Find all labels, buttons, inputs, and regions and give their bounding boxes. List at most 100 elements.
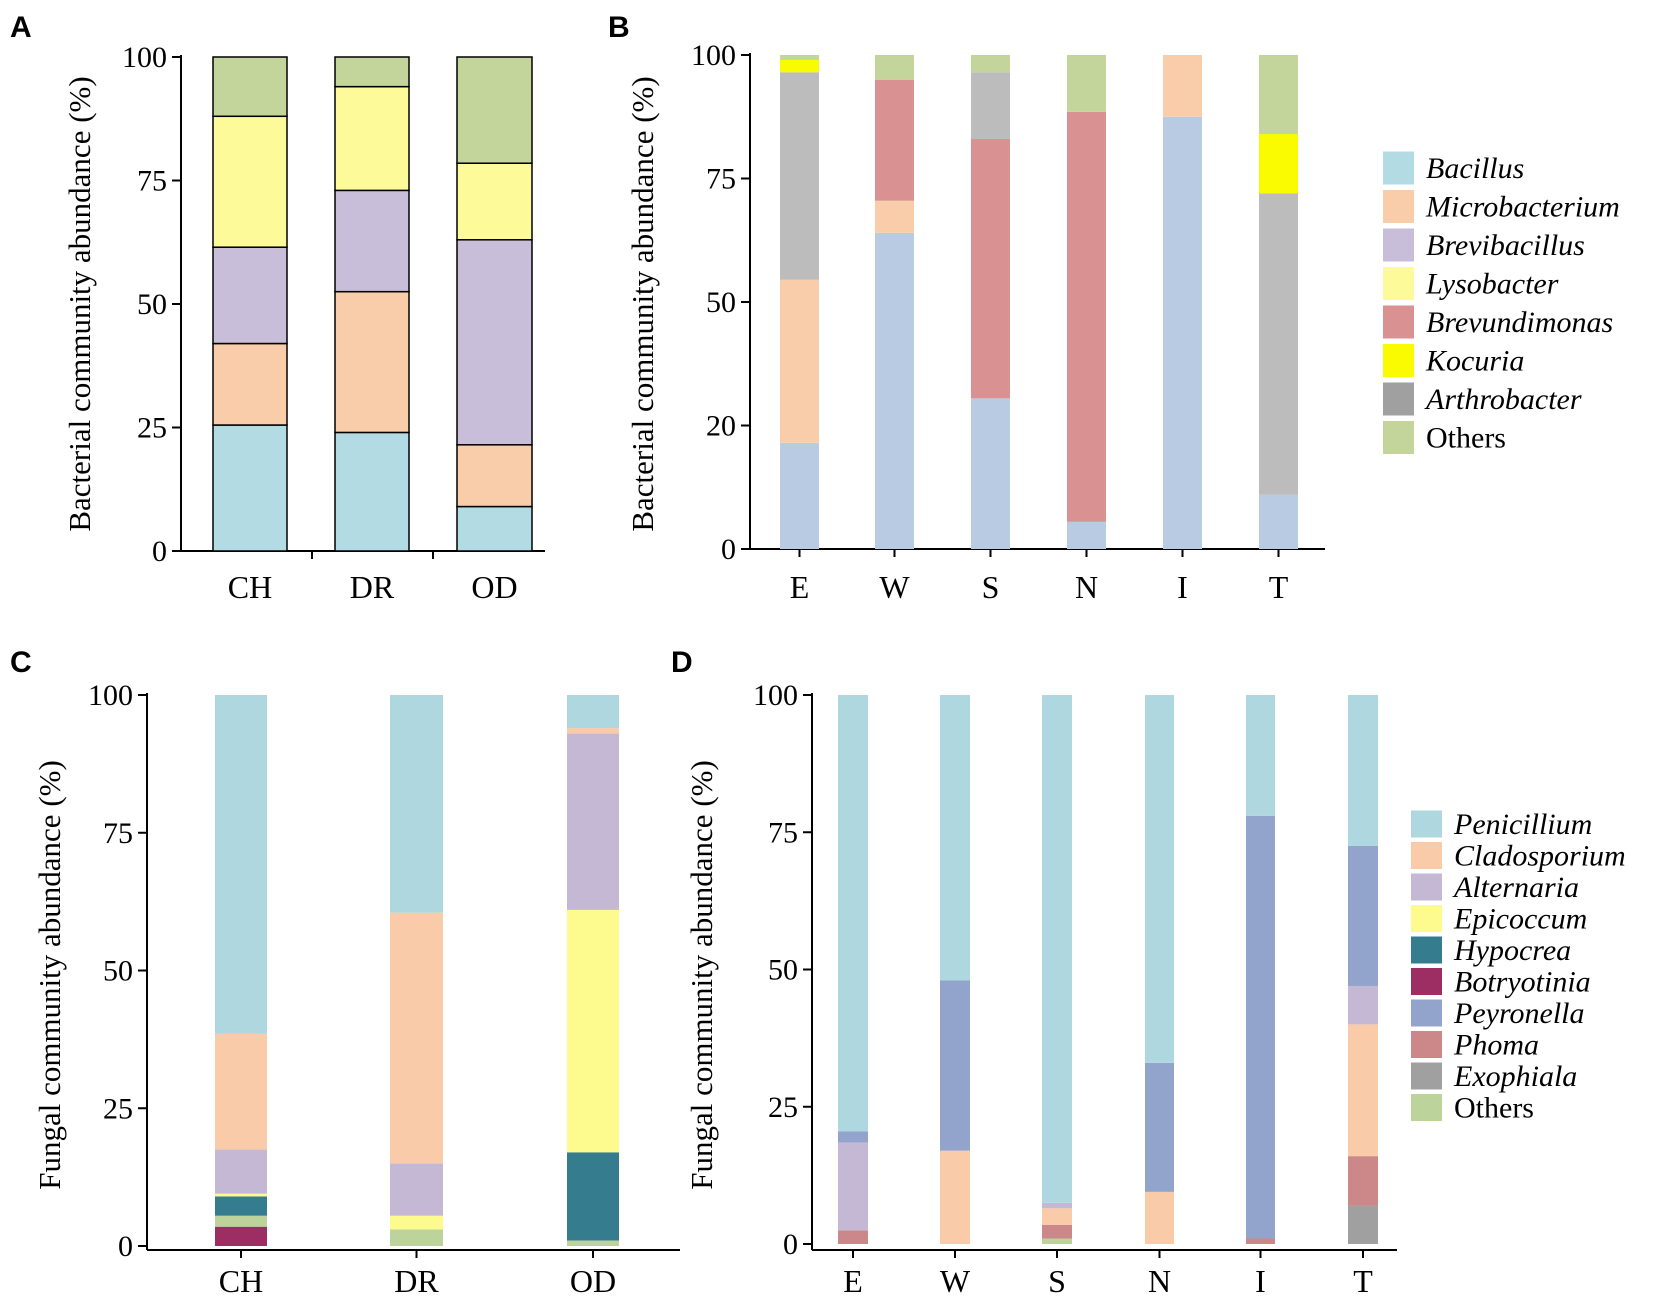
panel-c-chart: 0 25 50 75 100 Fungal community abundance (%)…	[32, 679, 680, 1299]
panel-b-chart: 0 20 50 75 100 Bacterial community abundance …	[625, 39, 1325, 605]
panel-b-x-label-i: I	[1177, 569, 1188, 605]
panel-c-y-tick-label: 25	[103, 1092, 133, 1125]
panel-a-y-tick-label: 50	[137, 288, 167, 321]
legend-B-swatch-microbacterium	[1383, 190, 1414, 223]
panel-d-x-label-n: N	[1148, 1263, 1171, 1299]
panel-b-bar-e-arthrobacter	[780, 72, 819, 280]
panel-d-bar-w-peyronella	[940, 980, 970, 1151]
panel-b-y-tick-label: 100	[691, 39, 736, 72]
panel-d-bar-s-cladosporium	[1042, 1208, 1072, 1225]
panel-a-bar-dr-brevibacillus	[334, 189, 410, 293]
panel-c-bar-dr-epicoccum	[390, 1215, 443, 1230]
panel-b-bar-w-microbacterium	[875, 200, 914, 233]
panel-letter-c: C	[10, 646, 32, 679]
panel-b-x-label-t: T	[1269, 569, 1289, 605]
panel-b-bar-s-arthrobacter	[971, 72, 1010, 139]
panel-b-y-tick-label: 0	[721, 533, 736, 566]
panel-a-bar-ch-others	[212, 56, 288, 118]
legend-D-label-cladosporium: Cladosporium	[1454, 840, 1626, 873]
panel-a-bar-dr-lysobacter	[334, 85, 410, 192]
panel-d-bar-n-peyronella	[1145, 1062, 1174, 1192]
panel-b-bar-i-bacillus	[1163, 116, 1202, 549]
legend-B-label-microbacterium: Microbacterium	[1425, 191, 1620, 224]
panel-d-y-tick-label: 25	[768, 1091, 798, 1124]
panel-b-bar-n-others	[1067, 55, 1106, 112]
panel-a-x-label-od: OD	[471, 569, 517, 605]
panel-a-bar-od-lysobacter	[456, 162, 533, 241]
panel-a-bar-od-microbacterium	[456, 444, 533, 508]
panel-d-bar-w-penicillium	[940, 695, 970, 981]
panel-d-bar-t-phoma	[1348, 1156, 1378, 1206]
legend-D-label-penicillium: Penicillium	[1453, 808, 1592, 841]
legend-D-swatch-phoma	[1411, 1031, 1442, 1058]
legend-B-label-others: Others	[1426, 422, 1506, 455]
panel-c-bar-ch-epicoccum	[215, 1193, 267, 1197]
panel-b-bar-n-bacillus	[1067, 521, 1106, 549]
legend-D-swatch-peyronella	[1411, 999, 1442, 1027]
panel-b-bar-t-arthrobacter	[1259, 193, 1298, 495]
panel-a-bar-dr-others	[334, 56, 410, 88]
panel-c-bar-ch-hypocrea	[215, 1196, 267, 1216]
panel-b-bar-i-microbacterium	[1163, 55, 1202, 117]
panel-d-y-axis-title: Fungal community abundance (%)	[684, 760, 719, 1190]
panel-d-bar-e-penicillium	[838, 695, 868, 1132]
panel-b-y-tick-label: 50	[706, 286, 736, 319]
panel-d-x-label-w: W	[940, 1263, 971, 1299]
panel-b-bar-s-others	[971, 55, 1010, 73]
panel-d-bar-t-exophiala	[1348, 1205, 1378, 1244]
legend-B-label-brevibacillus: Brevibacillus	[1426, 229, 1585, 262]
panel-d-bar-e-peyronella	[838, 1131, 868, 1143]
panel-c-x-label-dr: DR	[394, 1263, 439, 1299]
panel-a-chart: 0 25 50 75 100 Bacterial community abundance …	[62, 41, 545, 605]
legend-B-label-brevundimonas: Brevundimonas	[1426, 306, 1613, 339]
panel-b-y-tick-label: 75	[706, 163, 736, 196]
legend-D-swatch-hypocrea	[1411, 936, 1442, 964]
panel-c-x-label-ch: CH	[219, 1263, 263, 1299]
legend-B-swatch-brevundimonas	[1383, 305, 1414, 339]
panel-c-bar-od-alternaria	[567, 733, 619, 910]
panel-b-bar-t-kocuria	[1259, 134, 1298, 194]
panel-c-bar-od-others	[567, 1240, 619, 1246]
panel-b-bar-e-bacillus	[780, 442, 819, 549]
panel-a-bar-ch-lysobacter	[212, 115, 288, 248]
panel-d-x-label-e: E	[843, 1263, 863, 1299]
panel-a-bar-od-others	[456, 56, 533, 164]
panel-a-x-label-dr: DR	[350, 569, 395, 605]
panel-letter-b: B	[608, 11, 630, 44]
panel-b-y-axis-title: Bacterial community abundance (%)	[625, 76, 660, 531]
panel-d-bar-t-peyronella	[1348, 845, 1378, 986]
panel-c-bar-ch-penicillium	[215, 695, 267, 1034]
legend-B-swatch-brevibacillus	[1383, 228, 1414, 262]
panel-b-bar-e-kocuria	[780, 59, 819, 73]
panel-d-bar-t-cladosporium	[1348, 1024, 1378, 1157]
legend-D-label-botryotinia: Botryotinia	[1454, 966, 1591, 999]
panel-b-bar-w-brevundimonas	[875, 79, 914, 201]
panel-b-bar-s-brevundimonas	[971, 138, 1010, 399]
panel-b-bar-e-microbacterium	[780, 279, 819, 443]
panel-d-bar-i-phoma	[1246, 1238, 1275, 1244]
panel-d-bar-n-cladosporium	[1145, 1191, 1174, 1244]
panel-b-x-label-w: W	[879, 569, 910, 605]
panel-d-bar-e-phoma	[838, 1230, 868, 1244]
legend-D-label-exophiala: Exophiala	[1453, 1060, 1577, 1093]
panel-a-bar-od-bacillus	[456, 505, 533, 552]
panel-d-y-tick-label: 100	[753, 679, 798, 712]
panel-d-bar-i-peyronella	[1246, 815, 1275, 1239]
panel-c-bar-od-hypocrea	[567, 1152, 619, 1241]
panel-d-bar-s-others	[1042, 1238, 1072, 1244]
panel-a-y-tick-label: 0	[152, 535, 167, 568]
legend-D-label-others: Others	[1454, 1092, 1534, 1125]
panel-d-bar-e-alternaria	[838, 1142, 868, 1231]
panel-c-y-tick-label: 75	[103, 817, 133, 850]
legend-B-label-kocuria: Kocuria	[1425, 345, 1524, 378]
legend-B-swatch-lysobacter	[1383, 267, 1414, 300]
panel-d-bar-w-cladosporium	[940, 1150, 970, 1244]
panel-c-bar-od-epicoccum	[567, 909, 619, 1153]
panel-c-y-tick-label: 50	[103, 955, 133, 988]
panel-c-bar-dr-alternaria	[390, 1163, 443, 1216]
legend-D-label-phoma: Phoma	[1453, 1029, 1539, 1062]
legend-D-swatch-alternaria	[1411, 873, 1442, 901]
panel-letter-a: A	[10, 11, 32, 44]
panel-a-y-tick-label: 100	[122, 41, 167, 74]
panel-d-chart: 0 25 50 75 100 Fungal community abundance (%)…	[684, 679, 1397, 1299]
